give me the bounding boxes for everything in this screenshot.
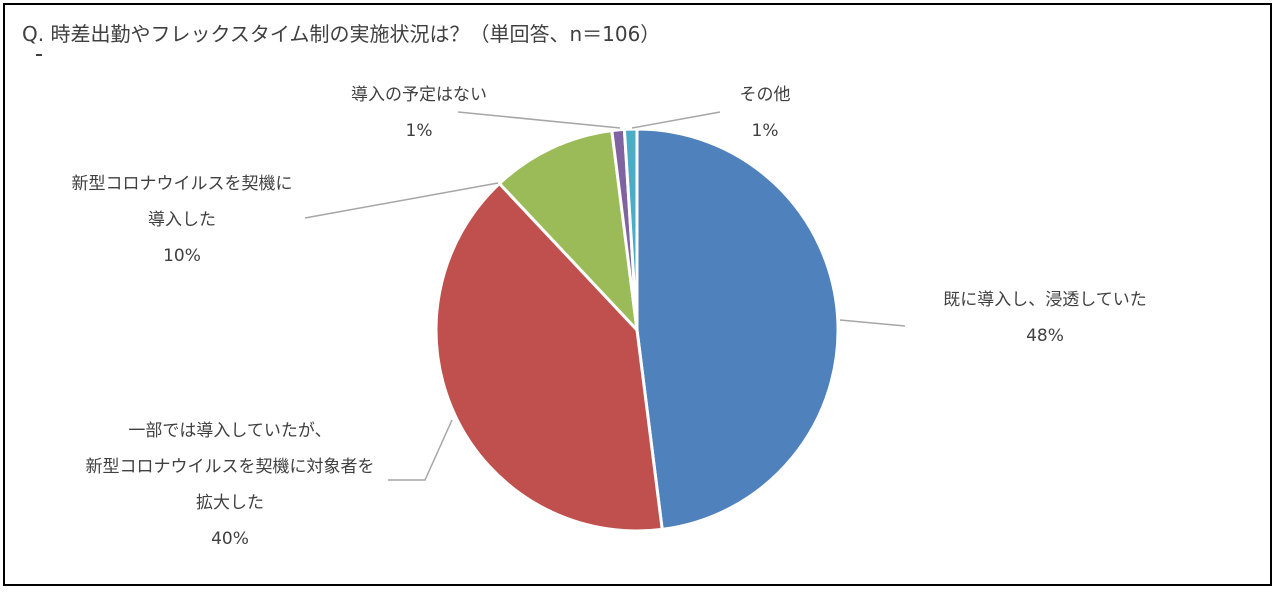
category-label-1-1: 新型コロナウイルスを契機に対象者を [86, 457, 375, 477]
leader-lines [304, 111, 906, 481]
percent-label-3: 1% [406, 121, 433, 141]
category-label-1-2: 拡大した [196, 493, 264, 513]
leader-line-0 [839, 319, 906, 327]
slice-labels: 既に導入し、浸透していた48%一部では導入していたが、新型コロナウイルスを契機に… [72, 85, 1147, 549]
percent-label-1: 40% [211, 529, 249, 549]
chart-title: Q. 時差出勤やフレックスタイム制の実施状況は？（単回答、n＝106） [22, 22, 661, 46]
percent-label-2: 10% [163, 246, 201, 266]
pie-slice-2 [497, 129, 639, 332]
pie-slice-1 [434, 181, 664, 533]
percent-label-4: 1% [752, 121, 779, 141]
leader-line-1 [388, 419, 453, 481]
category-label-0-0: 既に導入し、浸透していた [943, 290, 1147, 310]
leader-line-3 [457, 111, 621, 129]
title-dash-mark [36, 54, 42, 56]
leader-line-2 [304, 182, 499, 219]
category-label-1-0: 一部では導入していたが、 [128, 421, 331, 441]
category-label-4-0: その他 [740, 85, 791, 105]
pie-slice-4 [622, 127, 639, 332]
leader-line-4 [631, 111, 721, 129]
category-label-2-0: 新型コロナウイルスを契機に [72, 174, 293, 194]
pie-slices [434, 127, 840, 533]
pie-slice-0 [635, 127, 840, 531]
category-label-3-0: 導入の予定はない [351, 85, 487, 105]
category-label-2-1: 導入した [148, 210, 216, 230]
percent-label-0: 48% [1026, 326, 1064, 346]
